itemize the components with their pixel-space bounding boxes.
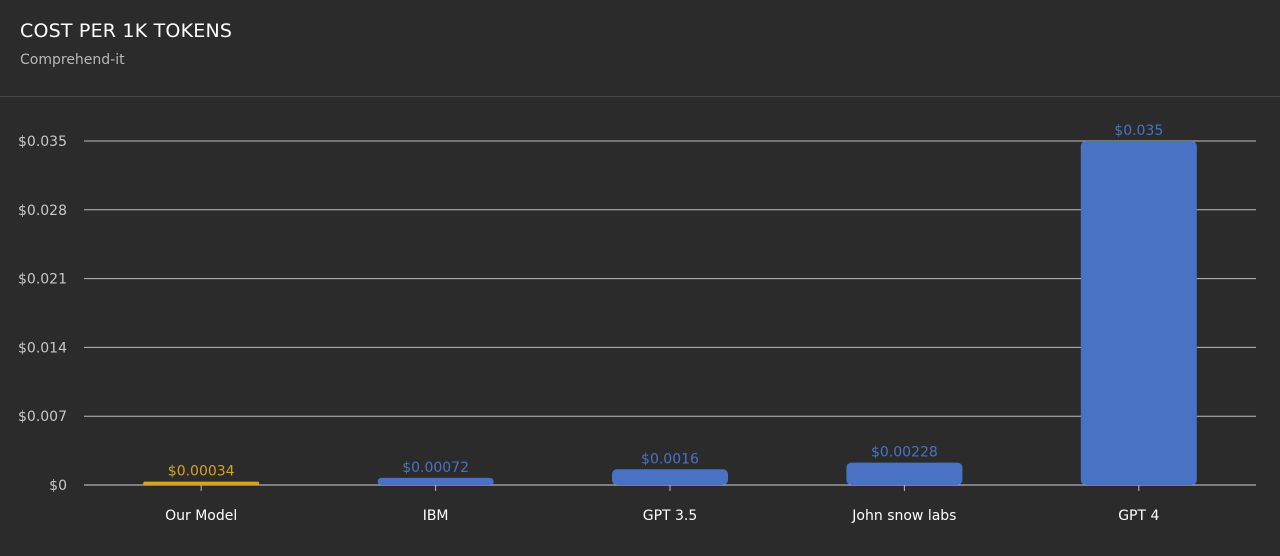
bars xyxy=(143,141,1197,485)
x-tick-label: GPT 3.5 xyxy=(643,508,698,524)
y-tick-label: $0.035 xyxy=(18,134,67,150)
chart-header: COST PER 1K TOKENS Comprehend-it xyxy=(0,0,1280,97)
x-tick-label: John snow labs xyxy=(851,508,956,524)
x-tick-label: GPT 4 xyxy=(1118,508,1159,524)
bar[interactable] xyxy=(377,477,494,485)
chart-title: COST PER 1K TOKENS xyxy=(20,20,233,42)
bar[interactable] xyxy=(612,469,728,485)
data-label: $0.00072 xyxy=(402,460,469,476)
y-axis-ticks: $0 $0.007 $0.014 $0.021 $0.028 $0.035 xyxy=(18,134,67,494)
data-label: $0.00228 xyxy=(871,445,938,461)
x-tick-label: Our Model xyxy=(165,508,237,524)
bar[interactable] xyxy=(1080,141,1197,485)
bar[interactable] xyxy=(143,481,260,485)
data-label: $0.00034 xyxy=(168,464,235,480)
x-axis-ticks: Our Model IBM GPT 3.5 John snow labs GPT 4 xyxy=(165,485,1159,524)
data-label: $0.035 xyxy=(1114,123,1163,139)
y-tick-label: $0 xyxy=(49,478,67,494)
data-label: $0.0016 xyxy=(641,451,699,467)
y-tick-label: $0.021 xyxy=(18,272,67,288)
y-tick-label: $0.014 xyxy=(18,340,67,356)
y-tick-label: $0.007 xyxy=(18,409,67,425)
chart-subtitle: Comprehend-it xyxy=(20,52,125,68)
grid-lines xyxy=(84,140,1256,486)
y-tick-label: $0.028 xyxy=(18,203,67,219)
data-labels: $0.00034 $0.00072 $0.0016 $0.00228 $0.035 xyxy=(168,123,1164,480)
x-tick-label: IBM xyxy=(423,508,449,524)
bar[interactable] xyxy=(846,462,963,485)
